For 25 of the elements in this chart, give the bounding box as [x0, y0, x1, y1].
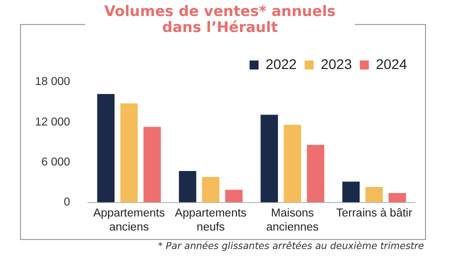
x-tick-label: Maisons anciennes — [266, 207, 319, 234]
chart-title: Volumes de ventes* annuels dans l’Hérault — [85, 4, 355, 36]
bar — [143, 126, 161, 202]
bar — [178, 170, 196, 202]
bar — [202, 176, 220, 202]
text: * Par années glissantes arrêtées au deuxième trimestre — [158, 241, 424, 252]
bar — [260, 114, 278, 202]
y-tick-label: 0 — [64, 196, 70, 209]
y-tick-label: 12 000 — [34, 116, 70, 128]
bar — [388, 193, 406, 202]
x-tick-label: Appartements neufs — [174, 207, 247, 234]
y-tick-label: 6 000 — [41, 156, 70, 168]
legend-label: 2023 — [320, 56, 352, 72]
bar — [225, 190, 243, 202]
bar — [306, 144, 324, 202]
bar — [284, 124, 302, 202]
bar — [342, 182, 360, 202]
legend-label: 2024 — [376, 56, 408, 72]
bar — [365, 187, 383, 202]
legend-label: 2022 — [266, 56, 297, 72]
bar — [120, 103, 138, 202]
x-tick-label: Terrains à bâtir — [336, 207, 412, 220]
x-tick-label: Appartements anciens — [93, 207, 166, 234]
bar — [97, 94, 115, 202]
y-tick-label: 18 000 — [34, 76, 70, 88]
